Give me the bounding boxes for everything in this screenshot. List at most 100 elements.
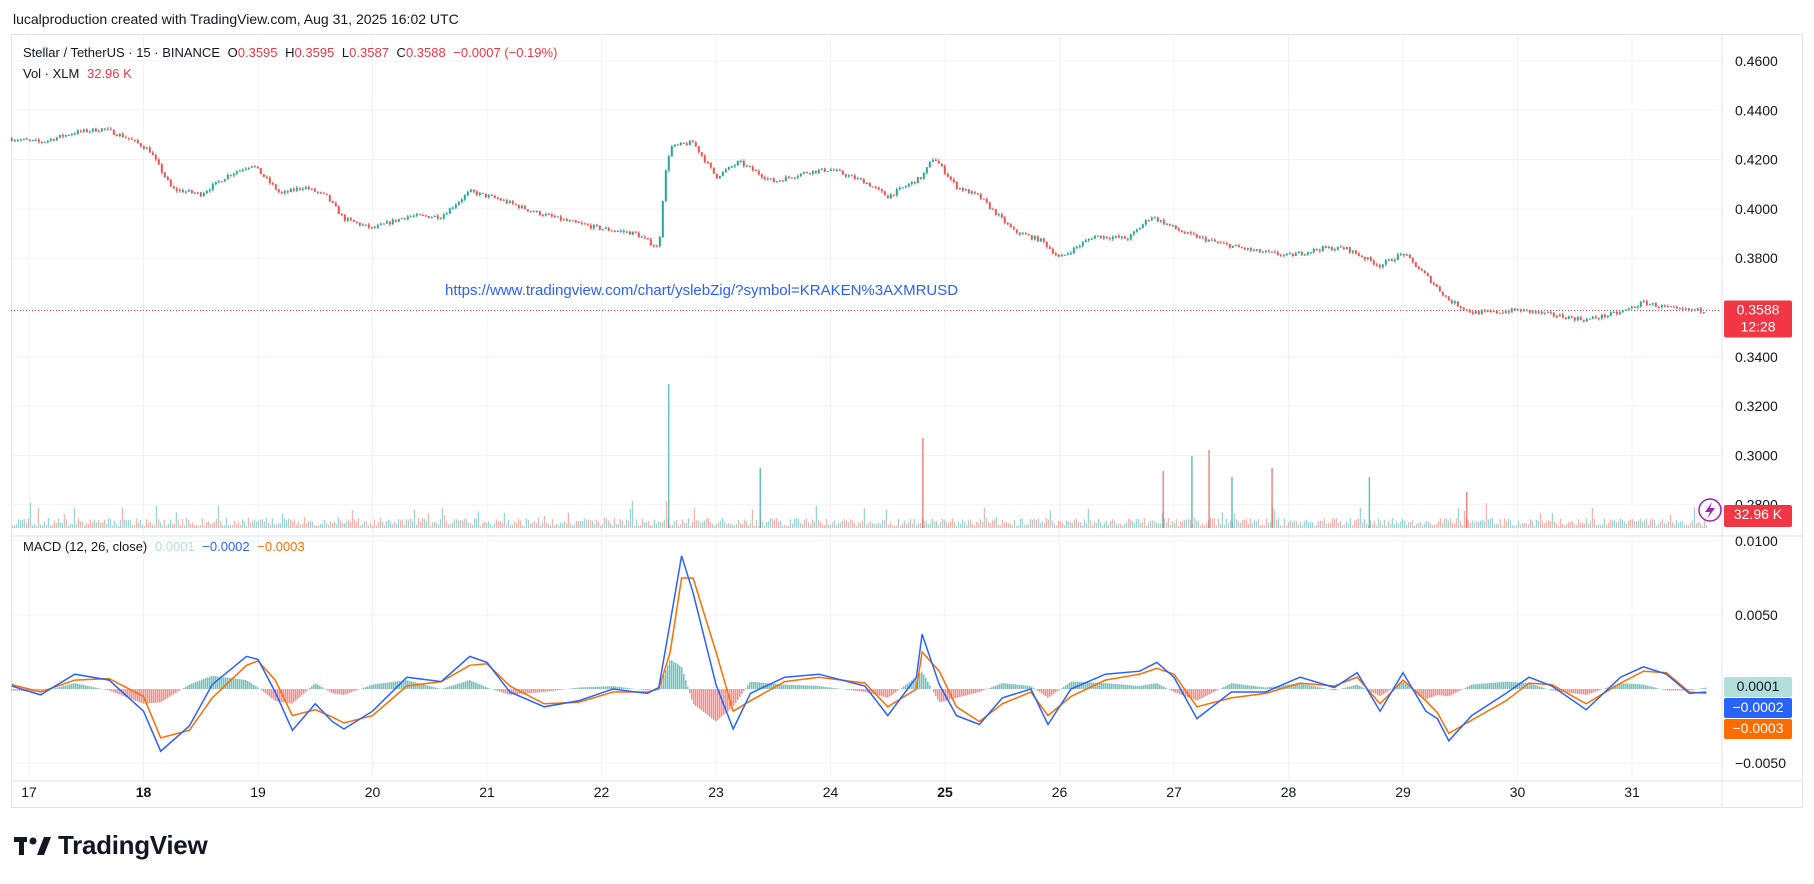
volume-bar	[1217, 518, 1219, 528]
volume-bar	[443, 515, 445, 528]
volume-bar	[205, 522, 207, 528]
volume-bar	[195, 524, 197, 528]
candle-body	[760, 174, 763, 178]
candle-body	[1153, 217, 1156, 219]
volume-bar	[605, 518, 607, 528]
volume-bar	[1417, 523, 1419, 528]
volume-bar	[1343, 524, 1345, 528]
volume-bar	[927, 524, 929, 528]
candle-body	[796, 176, 799, 178]
volume-bar	[1701, 525, 1703, 528]
volume-bar	[1547, 520, 1549, 528]
candle-body	[1372, 260, 1375, 265]
macd-label[interactable]: MACD (12, 26, close)	[23, 539, 148, 554]
volume-bar	[17, 519, 19, 528]
volume-bar	[165, 525, 167, 528]
volume-bar	[593, 524, 595, 528]
volume-bar	[655, 523, 657, 528]
volume-bar	[479, 525, 481, 528]
volume-bar	[705, 518, 707, 528]
volume-bar	[355, 521, 357, 528]
volume-bar	[397, 519, 399, 528]
candle-body	[994, 209, 997, 215]
volume-bar	[411, 521, 413, 528]
tradingview-logo-icon	[14, 836, 51, 855]
volume-bar	[1521, 522, 1523, 528]
volume-bar	[467, 522, 469, 528]
volume-bar	[891, 525, 893, 528]
chart-frame[interactable]	[11, 34, 1803, 808]
y-tick-label: −0.0050	[1735, 755, 1786, 771]
candle-body	[1450, 300, 1453, 304]
volume-bar	[1619, 518, 1621, 528]
candle-body	[460, 199, 463, 202]
volume-spike	[1271, 468, 1273, 528]
volume-bar	[1141, 522, 1143, 528]
volume-bar	[1611, 520, 1613, 528]
candle-body	[913, 181, 916, 184]
volume-bar	[1291, 522, 1293, 528]
volume-bar	[275, 524, 277, 528]
price-legend: Stellar / TetherUS · 15 · BINANCE O0.359…	[23, 45, 561, 60]
candle-body	[1162, 220, 1165, 225]
candle-body	[67, 134, 70, 136]
candle-body	[223, 179, 226, 182]
candle-body	[409, 216, 412, 218]
volume-bar	[1053, 523, 1055, 528]
candle-body	[943, 166, 946, 174]
volume-bar	[73, 507, 75, 528]
volume-label[interactable]: Vol · XLM	[23, 66, 80, 81]
candle-body	[1594, 316, 1597, 319]
volume-bar	[61, 522, 63, 528]
volume-bar	[285, 520, 287, 528]
candle-body	[1528, 310, 1531, 313]
lightning-icon[interactable]	[1698, 498, 1722, 522]
candle-body	[1381, 264, 1384, 268]
chart-link[interactable]: https://www.tradingview.com/chart/yslebZ…	[445, 282, 959, 299]
volume-bar	[1487, 519, 1489, 528]
volume-bar	[1377, 518, 1379, 528]
candle-body	[1234, 245, 1237, 247]
candle-body	[328, 194, 331, 202]
tradingview-logo[interactable]: TradingView	[14, 830, 208, 861]
candle-body	[544, 213, 547, 216]
volume-bar	[1003, 522, 1005, 528]
volume-bar	[257, 520, 259, 528]
volume-bar	[307, 521, 309, 528]
volume-bar	[51, 525, 53, 528]
volume-bar	[739, 522, 741, 528]
candle-body	[526, 209, 529, 212]
candle-body	[334, 202, 337, 207]
volume-bar	[207, 521, 209, 528]
volume-bar	[353, 519, 355, 528]
candle-body	[715, 173, 718, 179]
candle-body	[1639, 301, 1642, 307]
volume-bar	[345, 521, 347, 528]
volume-bar	[993, 519, 995, 528]
volume-bar	[839, 522, 841, 528]
volume-bar	[1133, 522, 1135, 528]
candle-body	[1516, 309, 1519, 311]
volume-bar	[33, 523, 35, 528]
candle-body	[634, 231, 637, 233]
volume-bar	[273, 523, 275, 528]
volume-bar	[865, 524, 867, 528]
volume-bar	[1067, 521, 1069, 528]
candle-body	[1483, 310, 1486, 312]
volume-bar	[1527, 524, 1529, 528]
candle-body	[475, 191, 478, 195]
volume-bar	[731, 524, 733, 528]
candle-body	[1369, 257, 1372, 261]
candle-body	[1624, 309, 1627, 311]
volume-bar	[769, 518, 771, 528]
candle-body	[967, 189, 970, 194]
candle-body	[556, 216, 559, 218]
volume-spike	[922, 438, 924, 528]
candle-body	[1009, 224, 1012, 228]
volume-bar	[1255, 521, 1257, 528]
symbol-title[interactable]: Stellar / TetherUS · 15 · BINANCE	[23, 45, 220, 60]
volume-bar	[231, 525, 233, 528]
volume-bar	[575, 520, 577, 528]
